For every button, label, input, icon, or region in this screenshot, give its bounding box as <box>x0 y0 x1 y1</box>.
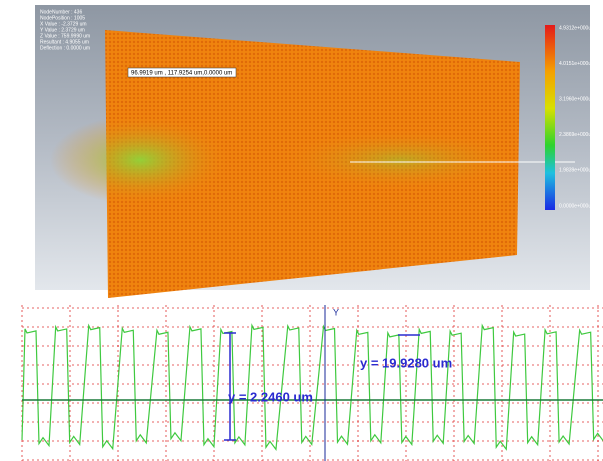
annotation: 96.9919 um , 117.9254 um,0.0000 um <box>131 71 232 77</box>
colorbar-label: 1.9839e+000um <box>559 168 595 174</box>
screenshot: NodeNumber : 436NodePosition : 1005X Val… <box>0 0 603 461</box>
colorbar <box>545 25 555 210</box>
colorbar-label: 4.9312e+000um <box>559 25 595 31</box>
measure-label: y = 2.2460 um <box>228 389 313 404</box>
colorbar-label: 3.1960e+000um <box>559 97 595 103</box>
colorbar-label: 0.0000e+000um <box>559 203 595 209</box>
strain-region <box>50 115 230 205</box>
colorbar-label: 2.3869e+000um <box>559 132 595 138</box>
strain-region <box>280 130 520 190</box>
axis-label: Y <box>333 307 339 317</box>
profile-panel: Y y = 19.9280 um y = 2.2460 um <box>22 305 603 461</box>
colorbar-label: 4.0151e+000um <box>559 61 595 67</box>
info-line: Deflection : 0.0000 um <box>40 45 90 51</box>
page: NodeNumber : 436NodePosition : 1005X Val… <box>0 0 603 461</box>
measure-label: y = 19.9280 um <box>360 355 452 370</box>
